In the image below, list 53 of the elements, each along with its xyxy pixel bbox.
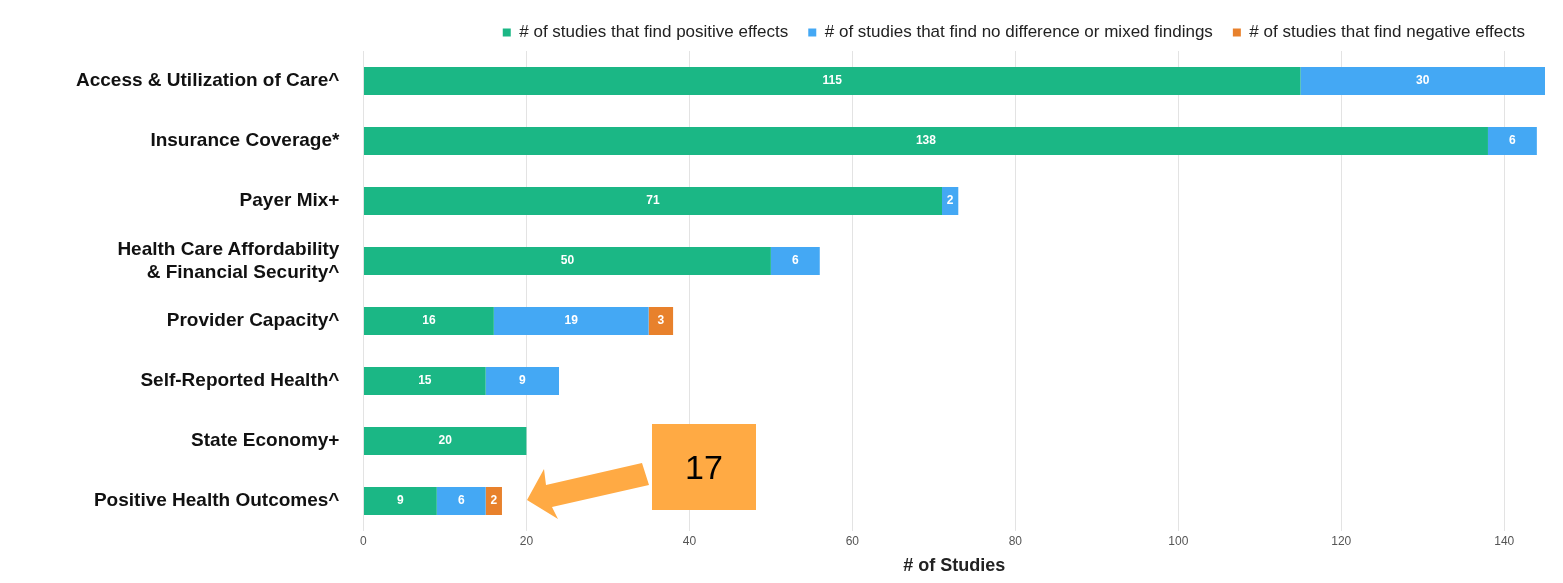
y-tick-label: Payer Mix+ (239, 189, 340, 211)
annotation: 17 (651, 424, 756, 510)
bar (363, 426, 527, 456)
y-tick-label: Insurance Coverage* (150, 129, 341, 151)
x-tick-label: 20 (519, 533, 534, 548)
x-axis-title: # of Studies (903, 555, 1006, 576)
bar (363, 486, 437, 516)
data-label: 19 (564, 313, 579, 328)
x-tick-label: 60 (845, 533, 860, 548)
data-label: 115 (822, 73, 843, 88)
bar (363, 126, 1488, 156)
data-label: 30 (1416, 73, 1430, 88)
y-tick-label: Positive Health Outcomes^ (93, 489, 340, 511)
data-label: 6 (791, 253, 799, 268)
data-label: 71 (646, 193, 660, 208)
bar (1487, 126, 1537, 156)
y-tick-label: Self-Reported Health^ (140, 369, 340, 391)
legend-label: # of studies that find no difference or mixed findings (824, 22, 1213, 42)
x-tick-label: 140 (1494, 533, 1515, 548)
bar (363, 186, 942, 216)
data-label: 16 (422, 313, 436, 328)
bar (648, 306, 674, 336)
y-tick-label: Access & Utilization of Care^ (75, 69, 340, 91)
y-tick-label: Provider Capacity^ (166, 309, 340, 331)
data-label: 9 (397, 493, 405, 508)
x-tick-label: 0 (360, 533, 368, 548)
bar (436, 486, 486, 516)
bar (363, 246, 771, 276)
bar (485, 366, 560, 396)
data-label: 15 (418, 373, 432, 388)
legend-label: # of studies that find positive effects (519, 22, 789, 42)
bar (363, 66, 1301, 96)
bar (770, 246, 820, 276)
x-tick-label: 100 (1168, 533, 1189, 548)
y-tick-label: State Economy+ (191, 429, 340, 451)
legend-label: # of studies that find negative effects (1249, 22, 1526, 42)
data-label: 50 (560, 253, 575, 268)
data-label: 2 (490, 493, 498, 508)
bar (363, 366, 486, 396)
data-label: 6 (457, 493, 465, 508)
bar (363, 306, 494, 336)
x-tick-label: 40 (682, 533, 697, 548)
data-label: 138 (915, 133, 937, 148)
x-tick-label: 80 (1008, 533, 1023, 548)
bar (493, 306, 649, 336)
y-tick-label: Health Care Affordability & Financial Security^ (117, 237, 340, 282)
data-label: 9 (519, 373, 526, 388)
data-label: 6 (1509, 133, 1517, 148)
bar (1300, 66, 1545, 96)
data-label: 2 (946, 193, 954, 208)
data-label: 3 (657, 313, 665, 328)
x-tick-label: 120 (1331, 533, 1352, 548)
data-label: 20 (438, 433, 453, 448)
